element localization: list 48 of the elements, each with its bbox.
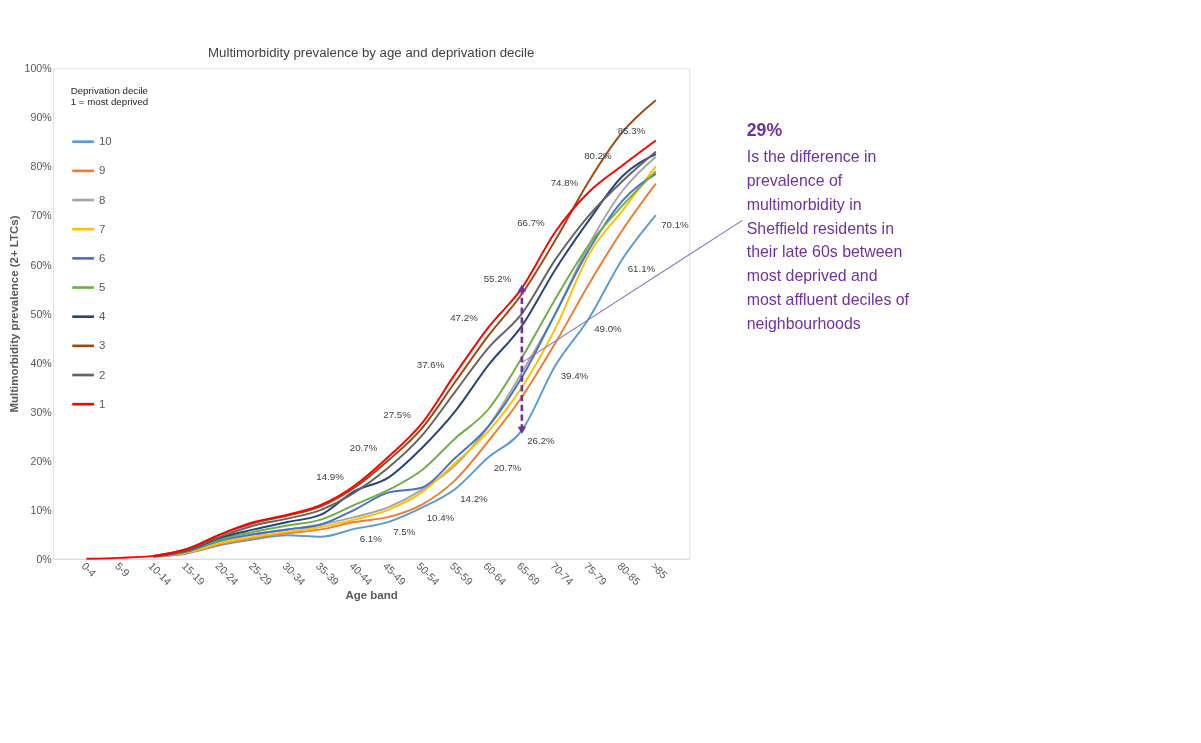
y-tick-label: 40% <box>30 356 53 369</box>
data-label: 37.6% <box>416 359 445 371</box>
y-tick-label: 70% <box>30 209 53 222</box>
data-label: 20.7% <box>349 442 378 454</box>
legend-label: 7 <box>98 222 106 235</box>
data-label: 49.0% <box>594 322 623 334</box>
data-label: 66.7% <box>517 216 546 228</box>
legend-title: Deprivation decile 1 = most deprived <box>70 85 149 108</box>
y-tick-label: 30% <box>30 405 53 418</box>
legend-label: 2 <box>98 368 106 381</box>
y-tick-label: 100% <box>24 62 53 75</box>
data-label: 55.2% <box>483 272 512 284</box>
legend-label: 10 <box>98 135 112 148</box>
y-tick-label: 50% <box>30 307 53 320</box>
data-label: 39.4% <box>560 369 589 381</box>
x-tick-label: 0-4 <box>79 559 99 579</box>
y-tick-label: 60% <box>30 258 53 271</box>
data-label: 74.8% <box>550 176 579 188</box>
y-tick-label: 0% <box>36 552 53 565</box>
data-label: 61.1% <box>627 263 656 275</box>
legend-label: 1 <box>98 397 106 410</box>
data-label: 14.2% <box>460 493 489 505</box>
data-label: 20.7% <box>493 461 522 473</box>
text: 29% <box>746 119 783 140</box>
annotation: Is the difference in prevalence of multimorbidity in Sheffield residents in their late 60s between most deprived and most affluent deciles of neighbourhoods <box>746 148 910 333</box>
data-label: 10.4% <box>426 512 455 524</box>
data-label: 27.5% <box>383 408 412 420</box>
legend-label: 9 <box>98 164 106 177</box>
legend-label: 8 <box>98 193 106 206</box>
legend-label: 6 <box>98 251 106 264</box>
data-label: 7.5% <box>393 526 416 538</box>
y-axis-title: Multimorbidity prevalence (2+ LTCs) <box>8 215 21 413</box>
data-label: 70.1% <box>661 219 690 231</box>
legend-label: 3 <box>98 339 106 352</box>
y-tick-label: 10% <box>30 503 53 516</box>
x-tick-label: >85 <box>648 559 671 581</box>
data-label: 14.9% <box>316 470 345 482</box>
x-axis-title: Age band <box>345 589 398 602</box>
x-tick-label: 5-9 <box>112 559 133 579</box>
legend-label: 4 <box>98 310 106 323</box>
data-label: 26.2% <box>527 434 556 446</box>
chart-title: Multimorbidity prevalence by age and deprivation decile <box>208 44 535 60</box>
y-tick-label: 90% <box>30 111 53 124</box>
data-label: 6.1% <box>359 533 383 545</box>
y-tick-label: 80% <box>30 160 53 173</box>
legend-label: 5 <box>98 281 106 294</box>
y-tick-label: 20% <box>30 454 53 467</box>
data-label: 47.2% <box>450 312 479 324</box>
